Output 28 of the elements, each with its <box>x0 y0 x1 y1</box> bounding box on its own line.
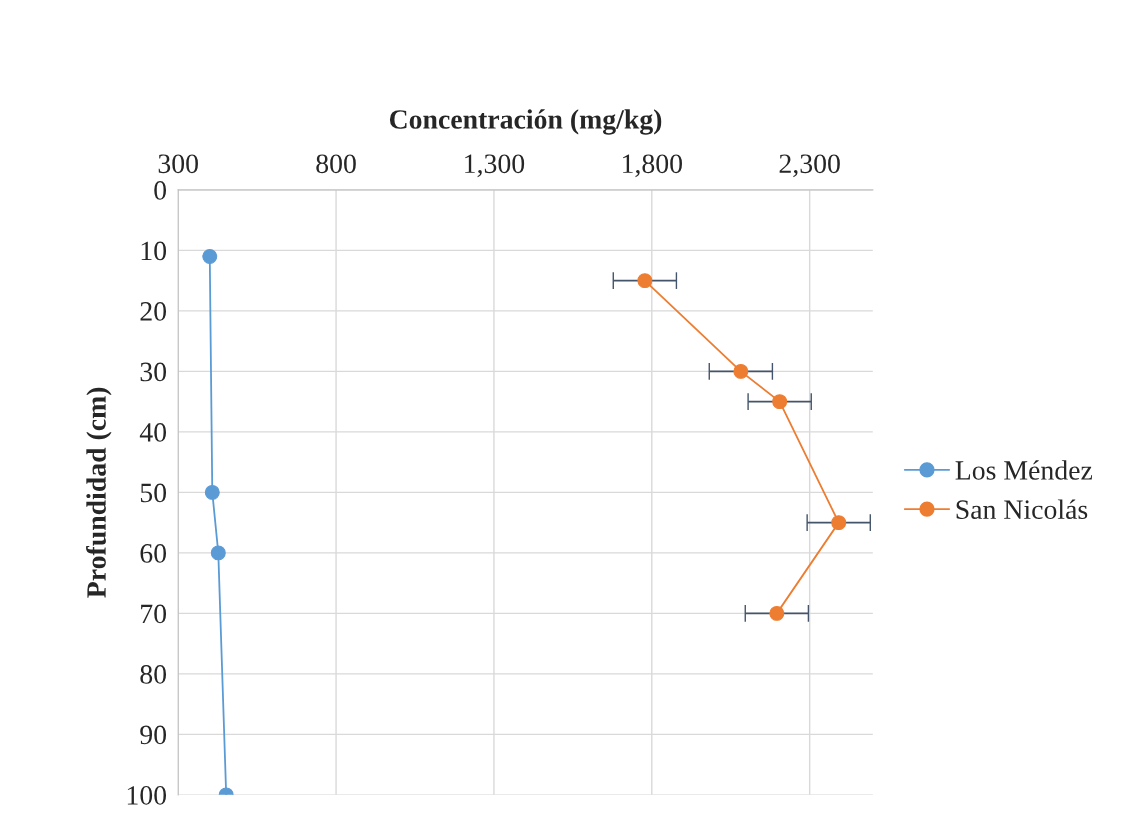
x-tick-label: 1,800 <box>622 154 682 178</box>
y-tick-label: 60 <box>140 544 167 563</box>
point <box>204 484 220 500</box>
x-tick-label: 800 <box>316 154 356 174</box>
y-tick-label: 40 <box>139 423 167 442</box>
point <box>637 273 653 289</box>
point <box>772 394 788 410</box>
point <box>733 363 749 379</box>
y-axis-title: Profundidad (cm) <box>86 387 112 598</box>
y-tick-label: 90 <box>140 725 167 745</box>
x-tick-label: 300 <box>158 154 198 174</box>
y-tick-label: 100 <box>127 786 167 805</box>
x-tick-label: 2,300 <box>779 154 840 178</box>
point <box>831 515 847 531</box>
x-tick-label: 1,300 <box>465 154 525 178</box>
point <box>210 545 226 561</box>
y-tick-label: 0 <box>154 181 167 200</box>
y-tick-label: 80 <box>140 665 167 684</box>
x-axis-title: Concentración (mg/kg) <box>389 109 662 135</box>
point <box>202 248 218 264</box>
y-tick-label: 50 <box>140 483 167 503</box>
y-tick-label: 70 <box>141 604 167 624</box>
point <box>769 605 785 621</box>
y-tick-label: 30 <box>140 362 167 382</box>
y-tick-label: 20 <box>140 302 167 321</box>
legend-label: San Nicolás <box>956 499 1088 520</box>
legend-label: Los Méndez <box>955 460 1093 480</box>
y-tick-label: 10 <box>141 241 167 261</box>
